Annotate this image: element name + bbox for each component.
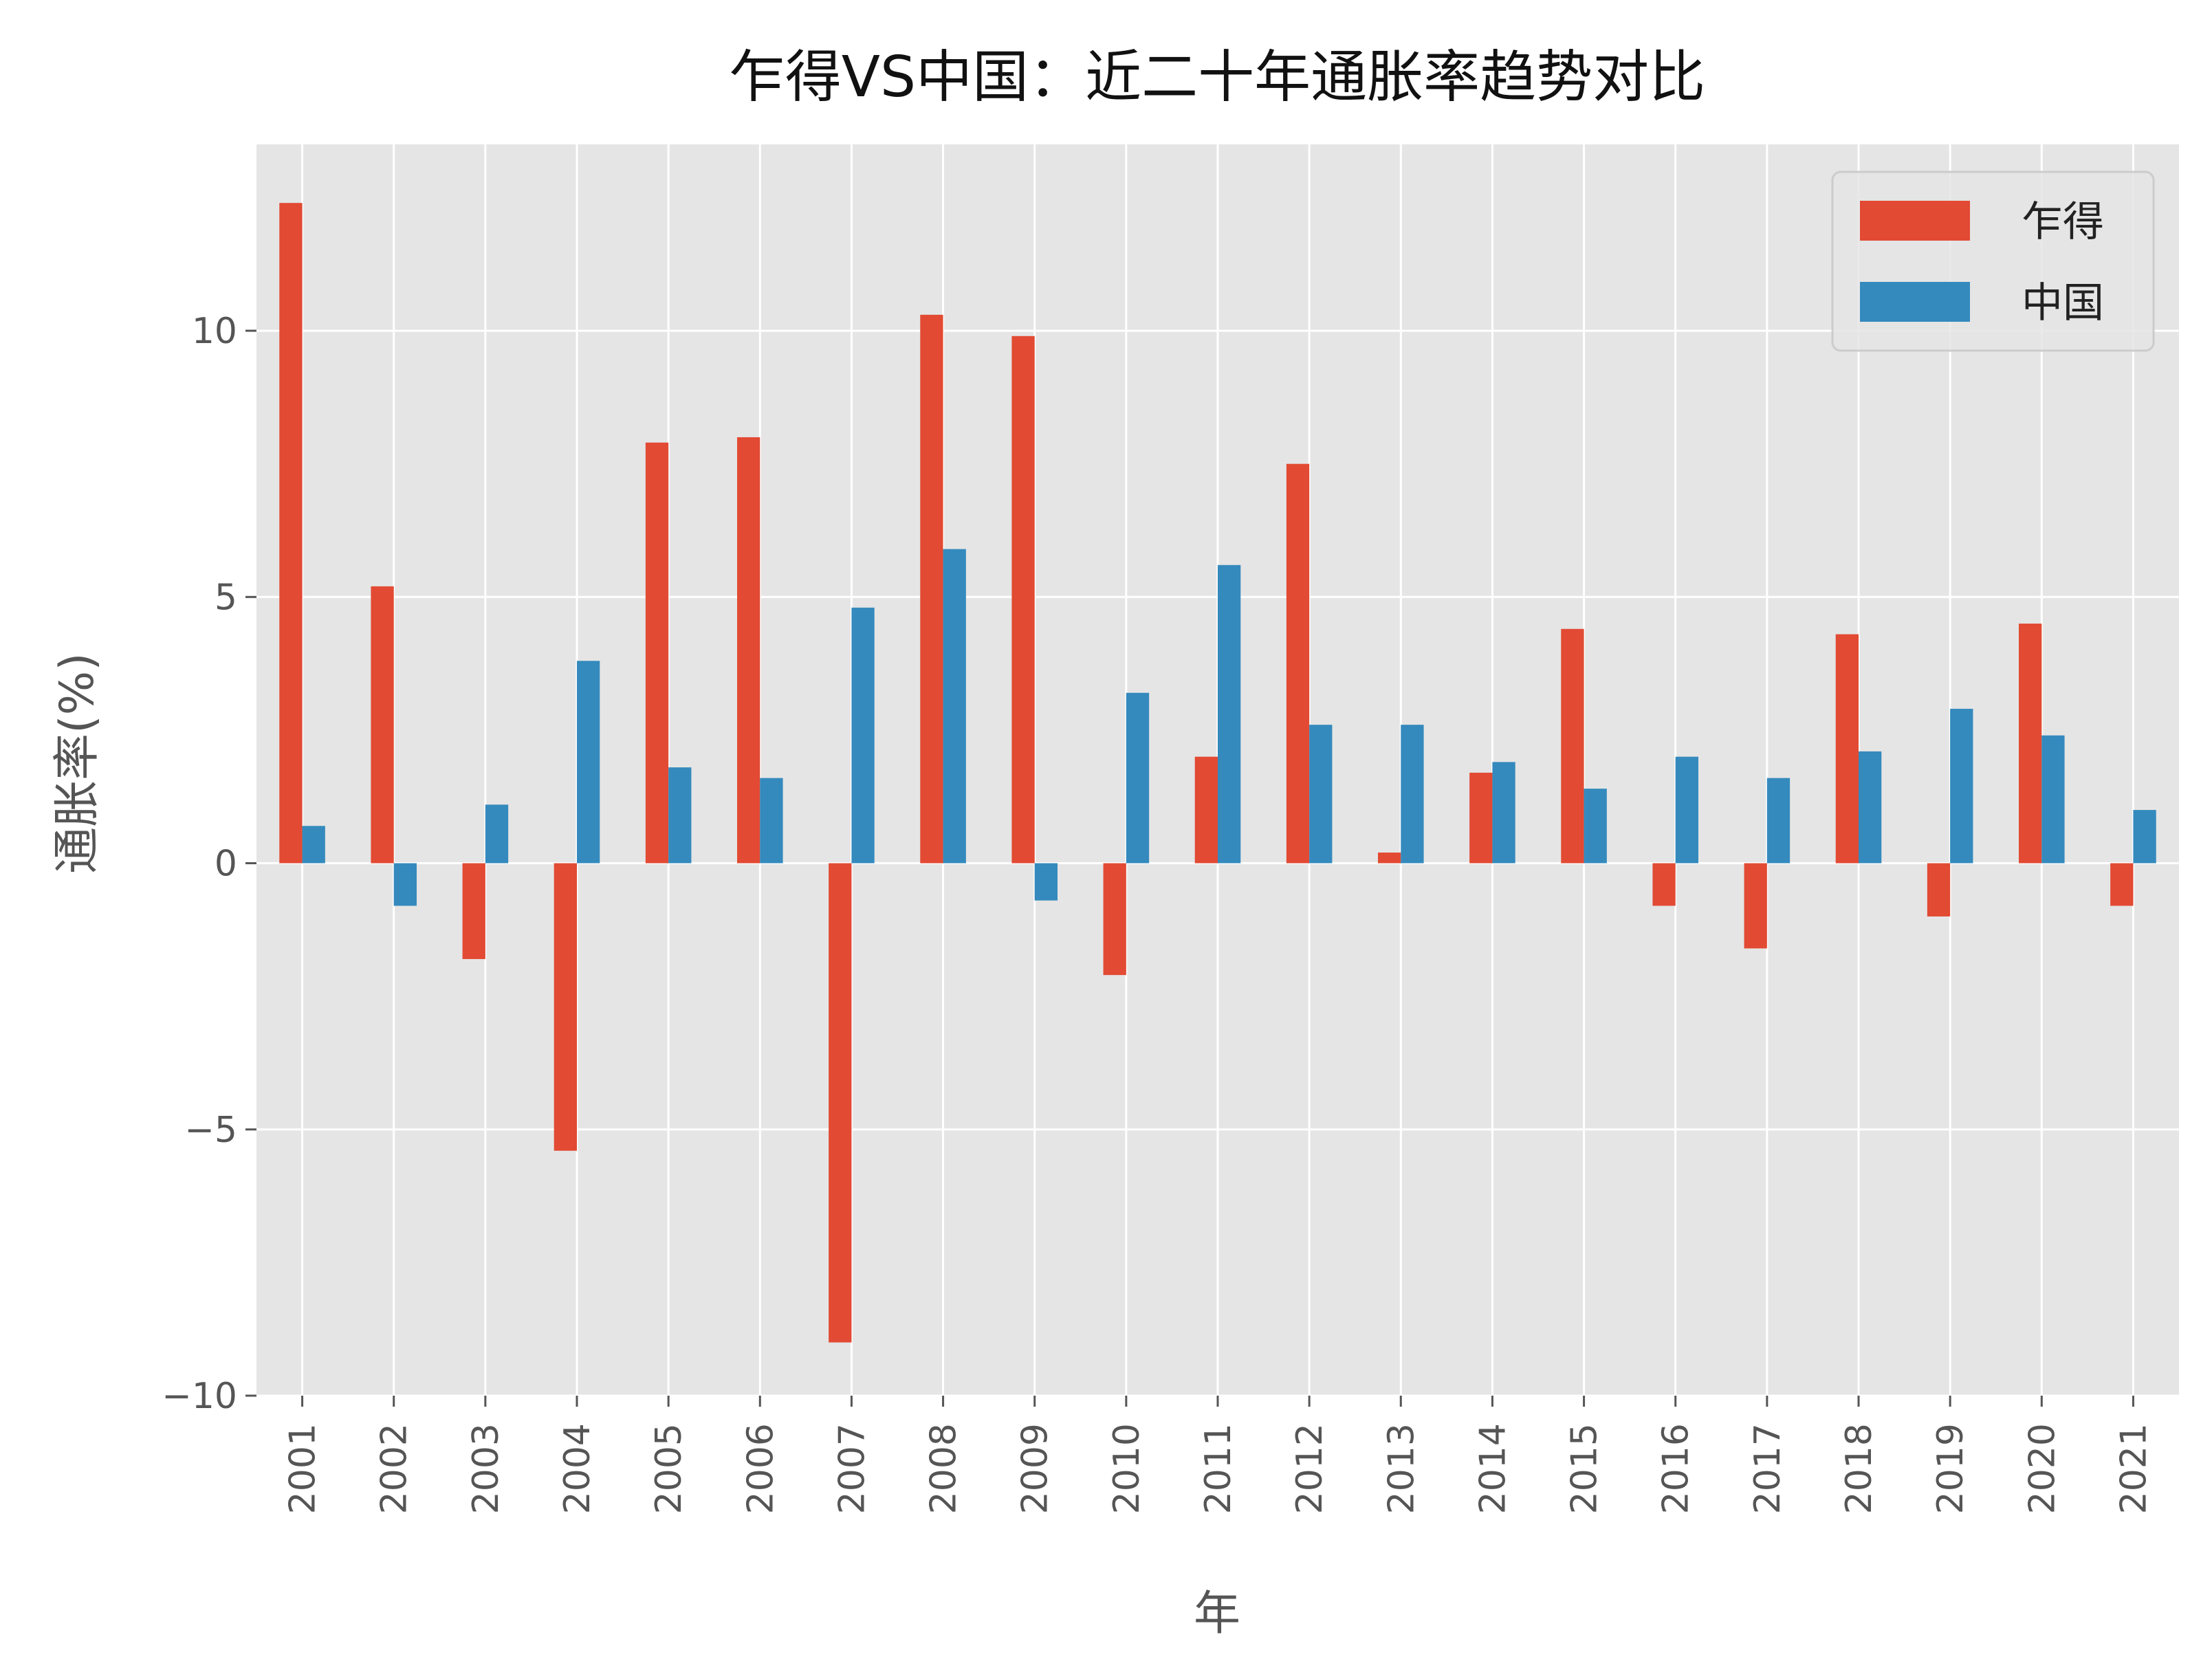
x-tick-label: 2021	[2113, 1423, 2154, 1514]
bar-chad-2009	[1011, 336, 1035, 864]
x-tick-label: 2002	[374, 1423, 415, 1514]
x-tick-label: 2013	[1381, 1423, 1422, 1514]
x-tick-label: 2007	[831, 1423, 873, 1514]
x-tick-label: 2020	[2022, 1423, 2063, 1514]
legend: 乍得 中国	[1831, 171, 2155, 352]
bar-china-2009	[1034, 863, 1058, 901]
bar-chad-2008	[920, 314, 943, 864]
bar-china-2020	[2041, 735, 2065, 864]
bars	[279, 203, 2156, 1343]
bar-chad-2020	[2019, 624, 2042, 864]
y-tick-label: 10	[192, 311, 237, 352]
x-tick-label: 2003	[466, 1423, 507, 1514]
bar-chad-2006	[737, 437, 760, 864]
bar-china-2001	[302, 826, 325, 864]
y-tick-label: −10	[162, 1376, 237, 1417]
bar-chad-2007	[829, 863, 852, 1343]
bar-chad-2004	[554, 863, 577, 1151]
bar-chad-2016	[1652, 863, 1676, 906]
chart-title: 乍得VS中国：近二十年通胀率趋势对比	[729, 45, 1705, 110]
x-tick-label: 2001	[283, 1423, 324, 1514]
bar-china-2007	[851, 607, 875, 864]
bar-chad-2012	[1286, 463, 1310, 864]
bar-chad-2003	[462, 863, 485, 959]
bar-china-2018	[1859, 751, 1882, 864]
x-tick-label: 2005	[648, 1423, 690, 1514]
x-tick-label: 2014	[1472, 1423, 1513, 1514]
bar-chad-2001	[279, 203, 303, 864]
bar-china-2004	[577, 661, 600, 864]
y-tick-label: −5	[184, 1110, 237, 1151]
x-tick-label: 2018	[1839, 1423, 1880, 1514]
bar-china-2015	[1584, 789, 1607, 864]
bar-chad-2011	[1194, 756, 1218, 864]
bar-chad-2019	[1927, 863, 1951, 916]
x-tick-label: 2017	[1747, 1423, 1788, 1514]
y-tick-label: 5	[215, 577, 237, 618]
bar-china-2014	[1492, 762, 1515, 864]
bar-chad-2018	[1835, 634, 1859, 864]
y-tick-label: 0	[215, 844, 237, 885]
bar-china-2005	[668, 767, 692, 864]
bar-china-2003	[485, 804, 509, 864]
x-tick-label: 2019	[1930, 1423, 1971, 1514]
x-axis-label: 年	[1194, 1587, 1240, 1641]
bar-china-2019	[1950, 708, 1973, 864]
x-tick-label: 2015	[1564, 1423, 1606, 1514]
bar-chad-2002	[371, 586, 394, 864]
bar-china-2010	[1126, 692, 1150, 864]
x-tick-label: 2004	[557, 1423, 598, 1514]
x-tick-label: 2009	[1015, 1423, 1056, 1514]
x-tick-label: 2011	[1198, 1423, 1239, 1514]
bar-china-2012	[1309, 725, 1333, 864]
bar-china-2002	[393, 863, 417, 906]
bar-chad-2010	[1103, 863, 1126, 976]
axis-ticks: −10 −5 0 5 10 2001 2002 2003 2004 2005 2006 2007 200…	[162, 311, 2154, 1514]
bar-china-2021	[2133, 810, 2156, 864]
bar-china-2008	[943, 549, 966, 864]
bar-china-2013	[1401, 725, 1424, 864]
legend-label-chad: 乍得	[2022, 198, 2104, 246]
legend-box	[1831, 171, 2155, 352]
y-axis-label: 通胀率(%)	[50, 652, 105, 874]
bar-chad-2013	[1378, 853, 1401, 864]
bar-chad-2015	[1561, 628, 1584, 864]
legend-label-china: 中国	[2022, 279, 2104, 327]
legend-swatch-china	[1860, 282, 1970, 322]
x-tick-label: 2008	[923, 1423, 965, 1514]
bar-chad-2021	[2110, 863, 2134, 906]
bar-china-2011	[1218, 564, 1241, 864]
x-tick-label: 2010	[1106, 1423, 1148, 1514]
bar-chad-2014	[1469, 772, 1493, 864]
bar-chad-2017	[1744, 863, 1767, 949]
bar-china-2017	[1766, 778, 1791, 864]
bar-china-2016	[1675, 756, 1698, 864]
bar-chad-2005	[645, 442, 669, 864]
legend-swatch-chad	[1860, 201, 1970, 241]
x-tick-label: 2016	[1656, 1423, 1697, 1514]
bar-china-2006	[760, 778, 783, 864]
x-tick-label: 2012	[1289, 1423, 1331, 1514]
x-tick-label: 2006	[740, 1423, 781, 1514]
